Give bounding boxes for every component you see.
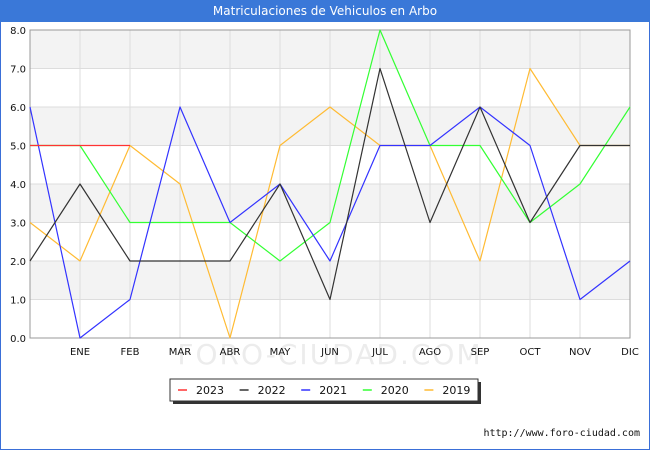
legend-label-2019: 2019 xyxy=(442,384,470,397)
y-tick-label: 5.0 xyxy=(10,142,26,153)
series-lines xyxy=(29,29,631,339)
y-axis-ticks: 0.0 1.0 2.0 3.0 4.0 5.0 6.0 7.0 8.0 xyxy=(10,26,26,345)
y-tick-label: 4.0 xyxy=(10,180,26,191)
y-tick-label: 1.0 xyxy=(10,296,26,307)
x-tick-label: JUN xyxy=(320,347,339,358)
series-line-2021 xyxy=(29,106,631,339)
x-tick-label: DIC xyxy=(621,347,639,358)
watermark-text: FORO-CIUDAD.COM xyxy=(177,338,482,371)
x-tick-label: NOV xyxy=(569,347,591,358)
x-tick-label: FEB xyxy=(121,347,140,358)
legend: 2023 2022 2021 2020 2019 xyxy=(169,378,481,404)
x-tick-label: ABR xyxy=(220,347,241,358)
y-tick-label: 2.0 xyxy=(10,257,26,268)
legend-label-2020: 2020 xyxy=(381,384,409,397)
x-tick-label: MAY xyxy=(270,347,292,358)
x-tick-label: SEP xyxy=(471,347,490,358)
x-tick-label: JUL xyxy=(371,347,388,358)
y-tick-label: 0.0 xyxy=(10,334,26,345)
x-tick-label: MAR xyxy=(169,347,191,358)
y-tick-label: 8.0 xyxy=(10,26,26,37)
series-line-2022 xyxy=(29,67,630,301)
x-tick-label: ENE xyxy=(70,347,90,358)
y-tick-label: 3.0 xyxy=(10,219,26,230)
chart-title: Matriculaciones de Vehiculos en Arbo xyxy=(0,0,650,22)
y-tick-label: 7.0 xyxy=(10,65,26,76)
source-credit: http://www.foro-ciudad.com xyxy=(483,428,640,439)
legend-label-2023: 2023 xyxy=(196,384,224,397)
x-tick-label: AGO xyxy=(419,347,441,358)
legend-box xyxy=(169,378,479,402)
x-tick-label: OCT xyxy=(520,347,542,358)
legend-label-2021: 2021 xyxy=(319,384,347,397)
legend-label-2022: 2022 xyxy=(258,384,286,397)
y-tick-label: 6.0 xyxy=(10,103,26,114)
x-axis-ticks: ENE FEB MAR ABR MAY JUN JUL AGO SEP OCT NOV DIC xyxy=(70,347,639,358)
plot-border xyxy=(29,29,631,339)
